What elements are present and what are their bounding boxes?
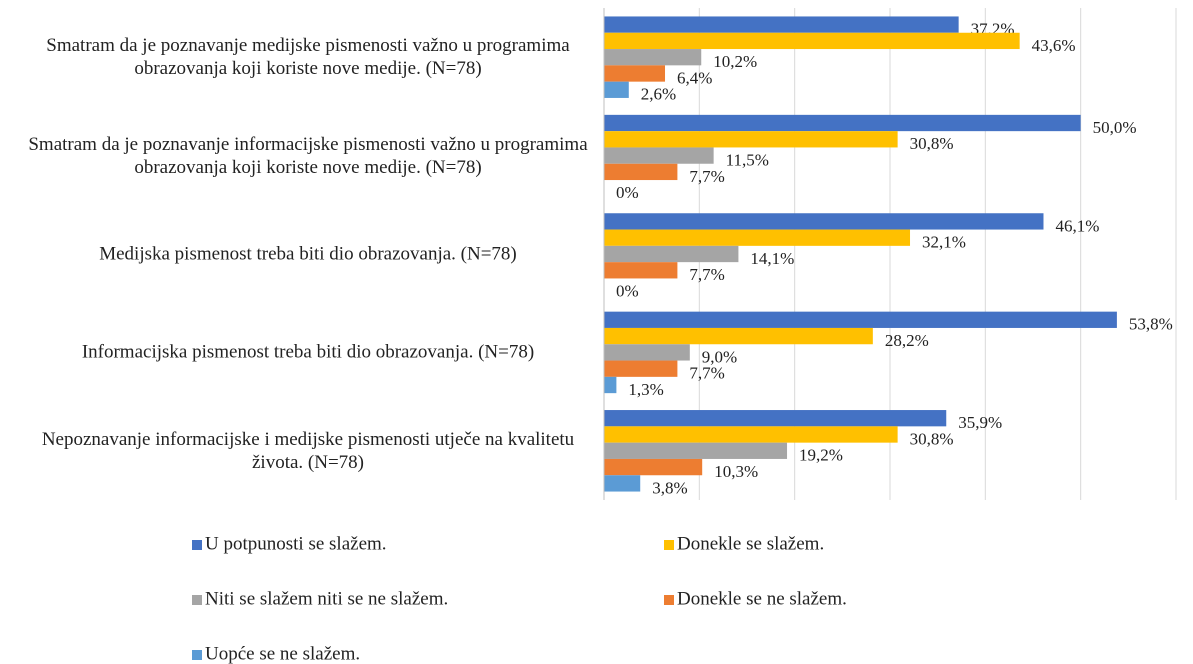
bar	[604, 114, 1081, 132]
legend-label: Uopće se ne slažem.	[205, 643, 360, 664]
bar	[604, 229, 911, 246]
data-label: 0%	[616, 282, 639, 301]
legend-label: Donekle se slažem.	[677, 533, 824, 554]
bar	[604, 262, 678, 279]
bar	[604, 81, 629, 98]
data-label: 32,1%	[922, 233, 966, 252]
data-label: 11,5%	[726, 151, 769, 170]
bar	[604, 327, 873, 345]
data-label: 30,8%	[910, 429, 954, 448]
data-label: 14,1%	[750, 249, 794, 268]
data-label: 53,8%	[1129, 315, 1173, 334]
data-label: 19,2%	[799, 446, 843, 465]
data-label: 10,3%	[714, 462, 758, 481]
data-label: 0%	[616, 183, 639, 202]
bar	[604, 245, 739, 263]
data-label: 1,3%	[628, 380, 663, 399]
bar	[604, 163, 678, 181]
bar	[604, 410, 947, 427]
bar	[604, 131, 898, 148]
legend-label: Niti se slažem niti se ne slažem.	[205, 588, 448, 609]
bar	[604, 16, 959, 33]
legend-swatch	[192, 650, 202, 660]
legend-swatch	[192, 540, 202, 550]
legend-swatch	[664, 595, 674, 605]
category-label: Smatram da je poznavanje medijske pismen…	[46, 35, 570, 80]
category-label: Informacijska pismenost treba biti dio o…	[81, 341, 535, 363]
data-label: 10,2%	[713, 52, 757, 71]
bar	[604, 65, 666, 82]
data-label: 3,8%	[652, 478, 687, 497]
bar	[604, 442, 788, 459]
bar	[604, 475, 641, 492]
data-label: 7,7%	[689, 265, 724, 284]
category-label: Nepoznavanje informacijske i medijske pi…	[41, 428, 575, 473]
data-label: 7,7%	[689, 364, 724, 383]
data-label: 46,1%	[1055, 216, 1099, 235]
legend-swatch	[192, 595, 202, 605]
data-label: 2,6%	[641, 85, 676, 104]
bar	[604, 147, 714, 164]
bar	[604, 426, 898, 443]
legend-label: Donekle se ne slažem.	[677, 588, 847, 609]
category-label: Smatram da je poznavanje informacijske p…	[28, 133, 588, 178]
data-label: 35,9%	[958, 413, 1002, 432]
bar	[604, 344, 690, 361]
data-label: 50,0%	[1093, 118, 1137, 137]
data-label: 6,4%	[677, 68, 712, 87]
category-label: Medijska pismenost treba biti dio obrazo…	[99, 243, 517, 265]
bar	[604, 458, 703, 476]
bar	[604, 49, 702, 66]
bar	[604, 311, 1117, 328]
legend-swatch	[664, 540, 674, 550]
legend-label: U potpunosti se slažem.	[205, 533, 387, 554]
bar	[604, 376, 617, 394]
data-label: 28,2%	[885, 331, 929, 350]
bar	[604, 213, 1044, 230]
data-label: 30,8%	[910, 134, 954, 153]
bar	[604, 32, 1020, 50]
data-label: 43,6%	[1032, 36, 1076, 55]
bar	[604, 360, 678, 377]
data-label: 7,7%	[689, 167, 724, 186]
data-label: 9,0%	[702, 347, 737, 366]
